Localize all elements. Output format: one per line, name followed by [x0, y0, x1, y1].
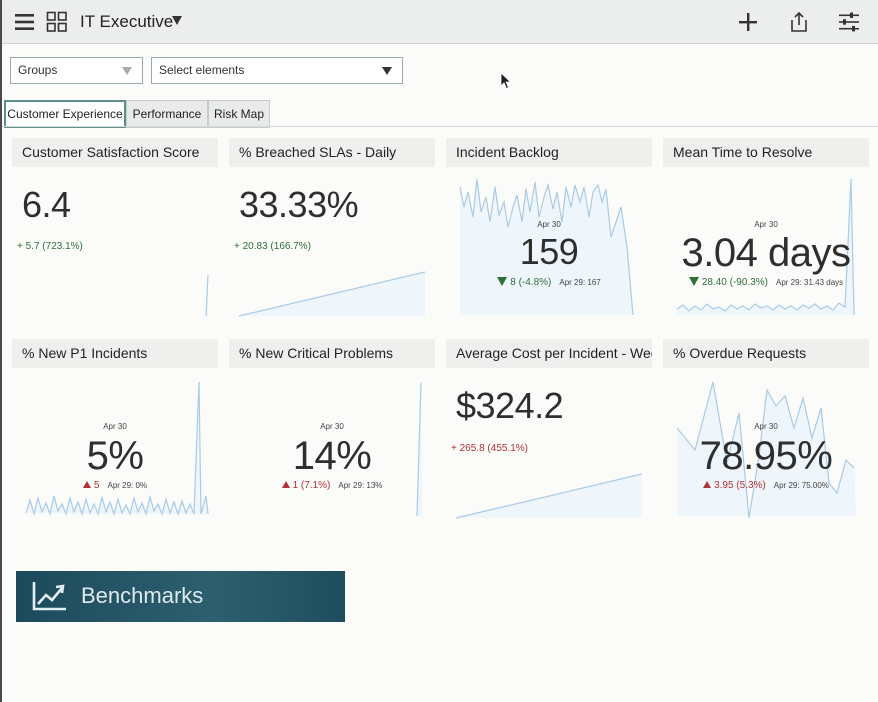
kpi-card-new-p1-incidents[interactable]: % New P1 Incidents Apr 30 5% 5 Apr 29: 0% — [12, 339, 218, 519]
card-title: Mean Time to Resolve — [663, 138, 869, 167]
kpi-card-breached-slas[interactable]: % Breached SLAs - Daily 33.33% + 20.83 (… — [229, 138, 435, 318]
window-edge — [0, 0, 2, 702]
card-title: Average Cost per Incident - Weekly — [446, 339, 652, 368]
down-arrow-icon — [688, 277, 699, 286]
tab-performance[interactable]: Performance — [126, 100, 208, 128]
dashboard-title[interactable]: IT Executive — [80, 12, 174, 31]
sparkline — [205, 274, 209, 317]
card-title: % New P1 Incidents — [12, 339, 218, 368]
dashboard-grid-icon[interactable] — [46, 11, 68, 33]
groups-select-label: Groups — [18, 63, 58, 77]
sparkline — [455, 473, 643, 519]
tab-risk-map[interactable]: Risk Map — [208, 100, 270, 128]
benchmarks-label: Benchmarks — [81, 583, 204, 608]
up-arrow-icon — [703, 481, 712, 488]
kpi-date: Apr 30 — [754, 422, 778, 431]
filter-settings-icon[interactable] — [838, 11, 860, 33]
kpi-date: Apr 30 — [103, 422, 127, 431]
kpi-change: + 5.7 (723.1%) — [17, 241, 83, 252]
kpi-date: Apr 30 — [320, 422, 344, 431]
kpi-change: 1 (7.1%) Apr 29: 13% — [229, 480, 435, 491]
kpi-value: 3.04 days — [681, 231, 851, 275]
up-arrow-icon — [82, 481, 91, 488]
kpi-value: 6.4 — [22, 184, 71, 225]
kpi-card-customer-satisfaction[interactable]: Customer Satisfaction Score 6.4 + 5.7 (7… — [12, 138, 218, 318]
tab-customer-experience[interactable]: Customer Experience — [4, 100, 126, 128]
mouse-cursor-icon — [500, 72, 512, 90]
kpi-change: 8 (-4.8%) Apr 29: 167 — [446, 277, 652, 288]
kpi-value: 5% — [86, 434, 144, 478]
kpi-change: + 20.83 (166.7%) — [234, 241, 311, 252]
kpi-card-overdue-requests[interactable]: % Overdue Requests Apr 30 78.95% 3.95 (5… — [663, 339, 869, 519]
kpi-change: 5 Apr 29: 0% — [12, 480, 218, 491]
chevron-down-icon — [122, 67, 132, 75]
kpi-card-incident-backlog[interactable]: Incident Backlog Apr 30 159 8 (-4.8%) Apr… — [446, 138, 652, 318]
add-icon[interactable] — [737, 11, 759, 33]
tab-divider — [2, 126, 878, 127]
kpi-change: + 265.8 (455.1%) — [451, 443, 528, 454]
kpi-value: 78.95% — [699, 434, 833, 478]
chevron-down-icon — [382, 67, 392, 75]
menu-icon[interactable] — [14, 11, 36, 33]
kpi-value: 159 — [519, 231, 579, 272]
card-title: % New Critical Problems — [229, 339, 435, 368]
kpi-value: 33.33% — [239, 184, 359, 225]
dashboard-switch-chevron-icon[interactable] — [172, 16, 182, 25]
sparkline — [25, 381, 209, 517]
sparkline — [238, 271, 426, 317]
card-title: % Overdue Requests — [663, 339, 869, 368]
sparkline — [676, 381, 856, 519]
kpi-change: 28.40 (-90.3%) Apr 29: 31.43 days — [663, 277, 869, 288]
benchmarks-banner[interactable]: Benchmarks — [16, 571, 345, 622]
kpi-value: $324.2 — [456, 385, 564, 426]
sparkline — [416, 382, 422, 517]
kpi-date: Apr 30 — [537, 220, 561, 229]
card-title: Incident Backlog — [446, 138, 652, 167]
share-icon[interactable] — [788, 11, 810, 33]
card-title: % Breached SLAs - Daily — [229, 138, 435, 167]
elements-select[interactable]: Select elements — [151, 57, 403, 84]
down-arrow-icon — [497, 277, 508, 286]
kpi-value: 14% — [292, 434, 372, 478]
elements-select-label: Select elements — [159, 63, 245, 77]
top-bar: IT Executive — [2, 0, 878, 44]
up-arrow-icon — [281, 481, 290, 488]
groups-select[interactable]: Groups — [10, 57, 143, 84]
kpi-card-mean-time-to-resolve[interactable]: Mean Time to Resolve Apr 30 3.04 days 28… — [663, 138, 869, 318]
card-title: Customer Satisfaction Score — [12, 138, 218, 167]
trend-chart-icon — [32, 582, 66, 611]
kpi-change: 3.95 (5.3%) Apr 29: 75.00% — [663, 480, 869, 491]
kpi-card-new-critical-problems[interactable]: % New Critical Problems Apr 30 14% 1 (7.… — [229, 339, 435, 519]
kpi-date: Apr 30 — [754, 220, 778, 229]
kpi-card-average-cost-per-incident[interactable]: Average Cost per Incident - Weekly $324.… — [446, 339, 652, 519]
sparkline — [676, 178, 855, 316]
